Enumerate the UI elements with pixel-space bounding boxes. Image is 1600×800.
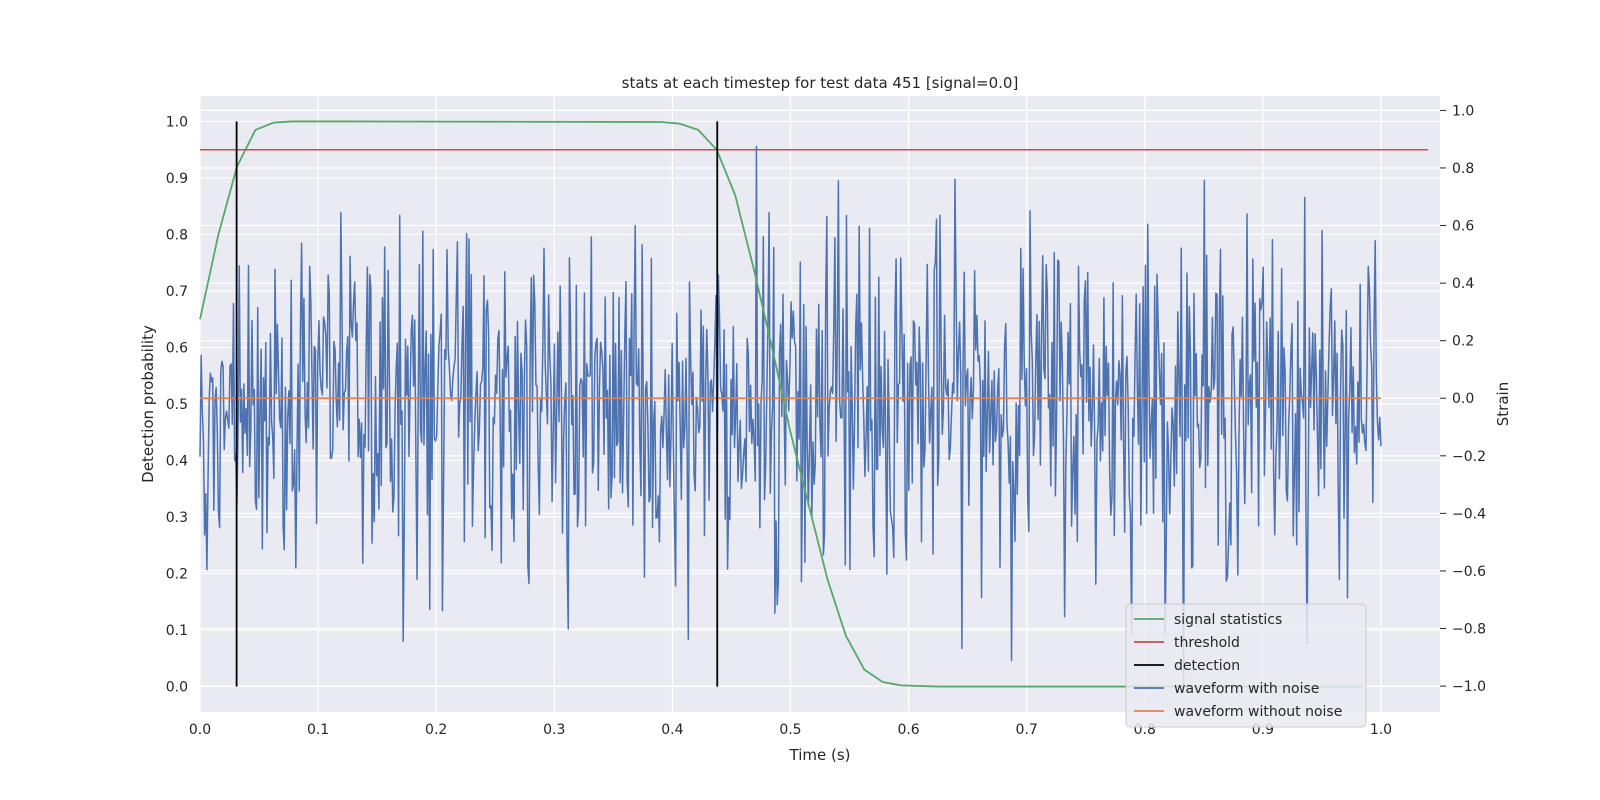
- y-right-axis-ticks: −1.0 −0.8 −0.6 −0.4 −0.2 0.0 0.2 0.4 0.6 0.8 1.0: [1440, 103, 1486, 695]
- y-left-tick-label: 0.8: [166, 227, 188, 243]
- signal-statistics-line: [199, 120, 1363, 688]
- series-signal-statistics: [199, 120, 1363, 688]
- x-tick-label: 0.7: [1016, 722, 1038, 738]
- y-left-tick-label: 0.4: [166, 454, 188, 470]
- y-left-tick-label: 0.3: [166, 510, 188, 526]
- x-tick-label: 0.0: [189, 722, 211, 738]
- waveform-with-noise-line: [199, 145, 1382, 687]
- y-left-tick-label: 0.0: [166, 680, 188, 696]
- y-right-tick-label: 0.6: [1452, 219, 1474, 235]
- y-left-tick-label: 0.6: [166, 340, 188, 356]
- legend-entry-label: waveform with noise: [1174, 681, 1319, 697]
- x-tick-label: 0.6: [897, 722, 919, 738]
- y-left-axis-label: Detection probability: [139, 325, 157, 483]
- y-right-tick-label: −0.6: [1452, 564, 1486, 580]
- y-right-tick-label: 0.0: [1452, 391, 1474, 407]
- legend: signal statistics threshold detection wavef…: [1125, 603, 1367, 728]
- y-right-tick-label: 0.8: [1452, 161, 1474, 177]
- y-right-tick-label: 1.0: [1452, 103, 1474, 119]
- legend-box: [1125, 603, 1367, 728]
- x-tick-label: 0.5: [779, 722, 801, 738]
- y-left-tick-label: 1.0: [166, 114, 188, 130]
- chart-title: stats at each timestep for test data 451…: [622, 74, 1019, 92]
- series-detection: [235, 121, 719, 687]
- x-tick-label: 1.0: [1370, 722, 1392, 738]
- y-right-tick-label: −1.0: [1452, 679, 1486, 695]
- y-left-axis-ticks: 0.0 0.1 0.2 0.3 0.4 0.5 0.6 0.7 0.8 0.9 1.0: [166, 114, 188, 695]
- x-tick-label: 0.2: [425, 722, 447, 738]
- legend-entry-label: waveform without noise: [1174, 704, 1342, 720]
- legend-entry-label: threshold: [1174, 635, 1240, 651]
- y-right-tick-label: 0.2: [1452, 334, 1474, 350]
- y-left-tick-label: 0.9: [166, 171, 188, 187]
- y-right-tick-label: −0.8: [1452, 622, 1486, 638]
- y-right-axis-label: Strain: [1494, 382, 1512, 426]
- x-axis-label: Time (s): [789, 746, 851, 764]
- y-left-tick-label: 0.1: [166, 623, 188, 639]
- x-tick-label: 0.3: [543, 722, 565, 738]
- y-right-tick-label: 0.4: [1452, 276, 1474, 292]
- y-right-tick-label: −0.2: [1452, 449, 1486, 465]
- legend-entry-label: detection: [1174, 658, 1240, 674]
- y-left-tick-label: 0.2: [166, 567, 188, 583]
- y-left-tick-label: 0.7: [166, 284, 188, 300]
- y-right-tick-label: −0.4: [1452, 506, 1486, 522]
- y-left-tick-label: 0.5: [166, 397, 188, 413]
- x-tick-label: 0.4: [661, 722, 683, 738]
- x-tick-label: 0.1: [307, 722, 329, 738]
- legend-entry-label: signal statistics: [1174, 612, 1282, 628]
- series-waveform-with-noise: [199, 145, 1382, 687]
